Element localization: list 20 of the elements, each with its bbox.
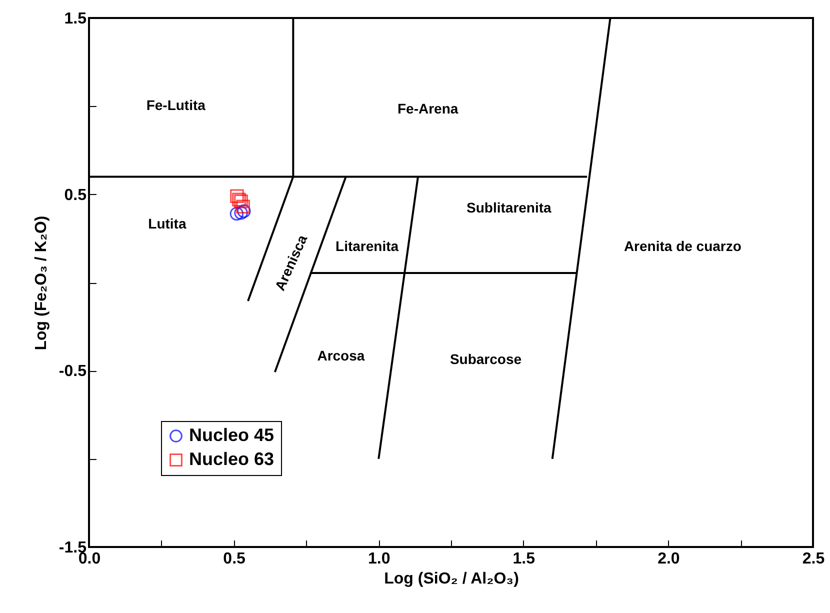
y-tick-label: -0.5: [58, 363, 87, 380]
annotation: Arcosa: [317, 348, 365, 364]
y-tick-label: 0.5: [64, 186, 87, 204]
annotation: Sublitarenita: [466, 199, 552, 216]
annotation: Subarcose: [450, 351, 522, 368]
x-tick-label: 2.5: [802, 550, 825, 568]
annotation: Litarenita: [336, 238, 399, 254]
x-tick-label: 2.0: [658, 550, 680, 568]
y-tick-label: 1.5: [64, 10, 87, 28]
x-axis-title: Log (SiO₂ / Al₂O₃): [384, 570, 519, 588]
x-tick-label: 0.5: [223, 550, 246, 568]
annotation: Fe-Lutita: [146, 97, 206, 114]
annotation: Fe-Arena: [397, 100, 458, 117]
x-tick-label: 1.0: [368, 550, 390, 568]
x-tick-label: 1.5: [512, 550, 536, 568]
annotation: Lutita: [148, 215, 186, 232]
legend-label: Nucleo 45: [189, 425, 274, 445]
y-axis-title: Log (Fe₂O₃ / K₂O): [32, 216, 50, 350]
legend-label: Nucleo 63: [189, 449, 274, 469]
annotation: Arenita de cuarzo: [624, 238, 742, 254]
